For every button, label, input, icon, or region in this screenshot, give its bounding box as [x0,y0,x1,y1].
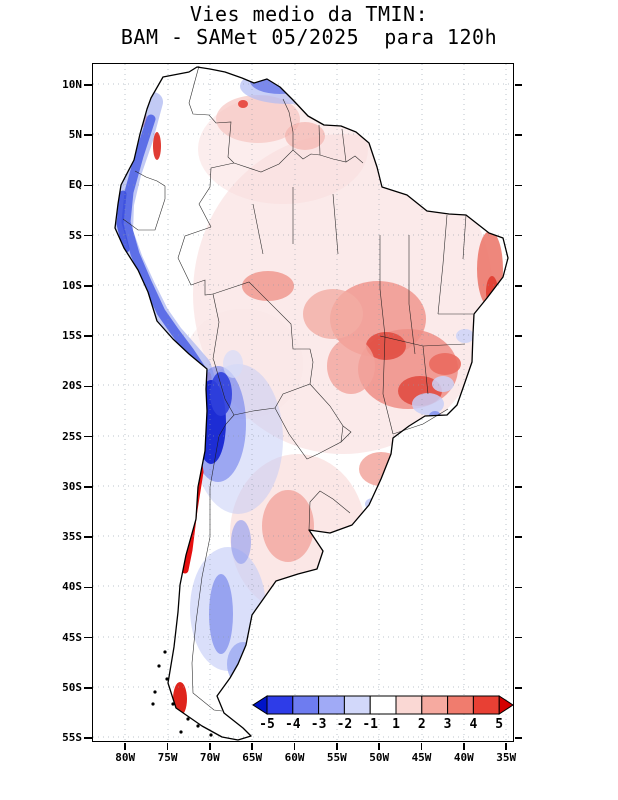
lon-tick-label: 50W [369,751,390,764]
lon-tickmark [463,742,465,750]
lon-tickmark [505,742,507,750]
lat-tickmark-left [84,636,92,639]
lat-tick-label: 55S [62,730,82,744]
colorbar-label: -2 [336,717,352,731]
lon-tick-label: 55W [326,751,347,764]
lat-tickmark-right [514,285,522,287]
lon-tickmark [293,742,296,750]
gridlines [92,63,513,741]
lat-tickmark-right [514,586,522,589]
country-borders [122,65,473,711]
lat-tickmark-right [514,385,522,388]
lon-tickmark [336,742,338,750]
lon-tickmark [378,742,380,750]
lat-tickmark-right [514,435,522,438]
lat-tick-label: 5N [68,128,82,142]
lat-tickmark-right [514,636,522,639]
lat-tickmark-left [84,234,92,237]
lat-tickmark-right [514,536,522,538]
lon-tickmark [209,742,211,750]
chart-title: Vies medio da TMIN: BAM - SAMet 05/2025 … [0,3,618,49]
lat-tickmark-right [514,84,522,86]
colorbar-label: 2 [417,717,425,731]
lat-tickmark-right [514,486,522,488]
lon-tickmark [420,742,423,750]
colorbar-segment [420,695,448,714]
title-line-2: BAM - SAMet 05/2025 para 120h [120,25,498,49]
coastline [113,65,509,741]
lat-tick-label: 25S [62,429,82,443]
lat-tickmark-left [84,737,92,739]
colorbar-label: 1 [392,717,400,731]
colorbar-segment [317,695,345,714]
title-line-1: Vies medio da TMIN: [189,2,429,26]
lat-tickmark-right [514,134,522,136]
lon-tickmark [166,742,169,750]
lat-tick-label: 45S [62,630,82,644]
lat-tick-label: 20S [62,379,82,393]
lat-tickmark-left [84,536,92,538]
lat-tickmark-left [84,84,92,86]
lat-tickmark-left [84,285,92,287]
lon-tick-label: 45W [411,751,432,764]
lat-tick-label: 10N [62,78,82,91]
lon-tickmark [124,742,126,750]
lat-tick-label: 15S [62,329,82,343]
lon-tick-label: 70W [199,751,220,764]
lat-tickmark-right [514,335,522,337]
lat-tickmark-left [84,435,92,438]
lon-tickmark [251,742,253,750]
colorbar-label: 5 [495,717,503,731]
colorbar-segment [343,695,371,714]
colorbar-segment [369,695,396,714]
colorbar-segment [446,695,474,714]
lon-tick-label: 35W [496,751,517,764]
lat-tickmark-left [84,687,92,689]
lat-tick-label: EQ [68,178,82,192]
lat-tick-label: 5S [68,228,82,242]
colorbar-segment [395,695,422,714]
lat-tickmark-left [84,586,92,589]
ocean-mask [92,63,513,741]
lat-tickmark-left [84,184,92,187]
lat-tick-label: 35S [62,530,82,544]
colorbar-label: 3 [443,717,451,731]
colorbar-left-arrow [251,694,267,715]
colorbar-label: -5 [259,717,275,731]
colorbar-segment [266,695,293,714]
colorbar-label: -3 [310,717,326,731]
lat-tick-label: 30S [62,479,82,493]
lat-tickmark-left [84,385,92,388]
lon-tick-label: 60W [284,751,305,764]
lat-tickmark-right [514,687,522,689]
lat-tick-label: 50S [62,680,82,694]
colorbar-segment [472,695,500,714]
lat-tickmark-left [84,134,92,136]
colorbar: -5 -4 -3 -2 -1 1 2 3 4 5 [251,694,514,731]
lat-tickmark-right [514,234,522,237]
lon-tick-label: 80W [115,751,136,764]
plot-area: -5 -4 -3 -2 -1 1 2 3 4 5 [91,62,514,742]
lat-tick-label: 10S [62,278,82,292]
lon-tick-label: 65W [242,751,263,764]
lon-tick-label: 40W [453,751,474,764]
colorbar-label: 4 [469,717,477,731]
lat-tickmark-left [84,335,92,337]
lat-tickmark-right [514,184,522,187]
island-dots [150,649,213,737]
lat-tickmark-right [514,737,522,739]
colorbar-right-arrow [498,694,514,715]
colorbar-label: -1 [362,717,378,731]
map-canvas [92,63,513,741]
lat-tickmark-left [84,486,92,488]
colorbar-segment [291,695,319,714]
lat-tick-label: 40S [62,580,82,594]
colorbar-label: -4 [284,717,300,731]
lon-tick-label: 75W [157,751,178,764]
